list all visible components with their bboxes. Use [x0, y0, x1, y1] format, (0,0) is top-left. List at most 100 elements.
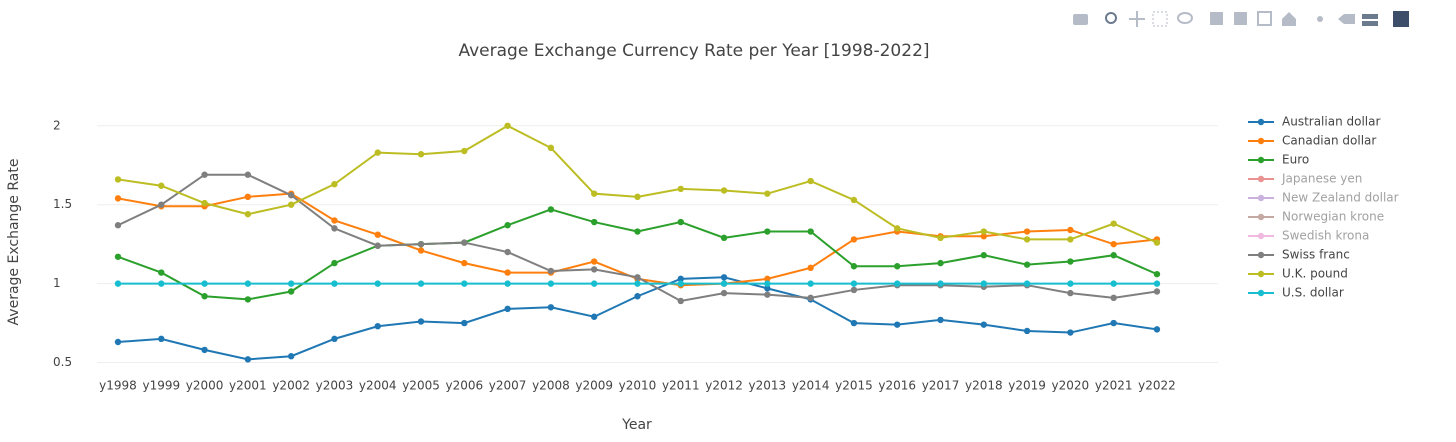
- data-point: [287, 201, 295, 208]
- x-tick-label: y2007: [489, 379, 527, 393]
- data-point: [417, 247, 425, 254]
- legend-swatch-marker: [1257, 213, 1265, 221]
- legend-swatch-marker: [1257, 232, 1265, 240]
- toolbar: [1073, 11, 1409, 27]
- data-point: [807, 228, 814, 235]
- data-point: [980, 252, 987, 259]
- data-point: [1110, 319, 1117, 327]
- x-tick-label: y2016: [878, 379, 916, 393]
- legend-item[interactable]: Swiss franc: [1248, 248, 1350, 262]
- data-point: [547, 280, 555, 287]
- data-point: [720, 234, 728, 242]
- data-point: [1067, 226, 1074, 234]
- data-point: [331, 280, 338, 287]
- x-axis-title: Year: [621, 417, 652, 433]
- data-point: [1153, 270, 1161, 278]
- legend-item[interactable]: Swedish krona: [1248, 229, 1369, 243]
- legend-item[interactable]: U.S. dollar: [1248, 286, 1344, 300]
- x-tick-label: y2008: [532, 379, 570, 393]
- autoscale-icon[interactable]: [1257, 11, 1272, 26]
- data-point: [590, 258, 598, 265]
- reset-icon[interactable]: [1282, 12, 1296, 26]
- data-point: [1067, 236, 1074, 243]
- data-point: [114, 280, 122, 287]
- data-point: [547, 267, 555, 275]
- zoom-in-icon[interactable]: [1210, 12, 1223, 25]
- data-point: [850, 263, 858, 270]
- data-point: [1110, 220, 1117, 227]
- legend-label: Swedish krona: [1282, 229, 1369, 243]
- data-point: [287, 280, 295, 287]
- x-tick-label: y2002: [272, 379, 310, 393]
- data-point: [677, 297, 684, 305]
- data-point: [244, 193, 252, 201]
- legend-item[interactable]: Japanese yen: [1248, 172, 1362, 186]
- data-point: [634, 193, 641, 201]
- data-point: [374, 280, 381, 287]
- pan-icon[interactable]: [1129, 11, 1145, 27]
- legend-item[interactable]: Australian dollar: [1248, 115, 1380, 129]
- data-point: [158, 182, 165, 189]
- y-tick-label: 1: [53, 276, 61, 290]
- zoom-icon[interactable]: [1105, 12, 1117, 24]
- data-point: [417, 150, 425, 158]
- spike-icon[interactable]: [1317, 16, 1323, 22]
- zoom-out-icon[interactable]: [1234, 12, 1247, 25]
- data-point: [331, 225, 338, 232]
- data-point: [461, 319, 468, 327]
- data-point: [1067, 258, 1074, 265]
- data-point: [1153, 326, 1161, 333]
- data-point: [677, 218, 684, 226]
- data-point: [417, 240, 425, 248]
- hover-compare-icon[interactable]: [1362, 14, 1378, 26]
- data-point: [634, 280, 641, 287]
- lasso-icon[interactable]: [1177, 12, 1193, 24]
- data-point: [937, 234, 944, 242]
- data-point: [547, 144, 555, 152]
- x-tick-label: y2018: [965, 379, 1003, 393]
- plotly-logo[interactable]: [1393, 11, 1409, 27]
- data-point: [807, 294, 814, 302]
- data-point: [417, 318, 425, 325]
- data-point: [287, 288, 295, 295]
- data-point: [850, 196, 858, 204]
- hover-closest-icon[interactable]: [1338, 14, 1355, 24]
- legend-item[interactable]: Norwegian krone: [1248, 210, 1384, 224]
- data-point: [374, 323, 381, 330]
- data-point: [244, 210, 252, 218]
- data-point: [1153, 280, 1161, 287]
- camera-icon[interactable]: [1073, 14, 1088, 25]
- legend: Australian dollar Canadian dollar Euro Japa…: [1248, 115, 1399, 300]
- data-point: [590, 266, 598, 273]
- x-tick-label: y2000: [186, 379, 224, 393]
- legend-label: Australian dollar: [1282, 115, 1380, 129]
- data-point: [158, 335, 165, 343]
- legend-item[interactable]: U.K. pound: [1248, 267, 1348, 281]
- x-tick-label: y1998: [99, 379, 137, 393]
- data-point: [764, 285, 771, 292]
- data-point: [201, 280, 208, 287]
- legend-swatch-marker: [1257, 251, 1265, 259]
- legend-item[interactable]: Canadian dollar: [1248, 134, 1376, 148]
- data-point: [1023, 236, 1031, 243]
- data-point: [1023, 280, 1031, 287]
- data-point: [937, 316, 944, 324]
- legend-label: U.K. pound: [1282, 267, 1348, 281]
- data-point: [764, 228, 771, 235]
- data-point: [807, 280, 814, 287]
- data-point: [504, 222, 511, 229]
- legend-label: Swiss franc: [1282, 248, 1350, 262]
- legend-label: Euro: [1282, 153, 1309, 167]
- data-point: [547, 304, 555, 311]
- legend-item[interactable]: Euro: [1248, 153, 1309, 167]
- data-point: [980, 280, 987, 287]
- data-point: [980, 228, 987, 235]
- data-point: [1153, 288, 1161, 295]
- select-icon[interactable]: [1152, 11, 1168, 27]
- x-tick-label: y2014: [792, 379, 830, 393]
- data-point: [720, 289, 728, 297]
- legend-label: Japanese yen: [1281, 172, 1362, 186]
- data-point: [504, 280, 511, 287]
- x-tick-label: y2020: [1052, 379, 1090, 393]
- legend-item[interactable]: New Zealand dollar: [1248, 191, 1399, 205]
